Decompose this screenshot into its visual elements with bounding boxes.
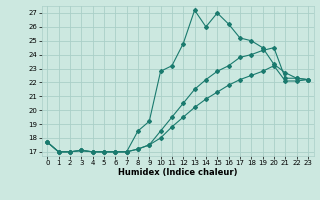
X-axis label: Humidex (Indice chaleur): Humidex (Indice chaleur)	[118, 168, 237, 177]
